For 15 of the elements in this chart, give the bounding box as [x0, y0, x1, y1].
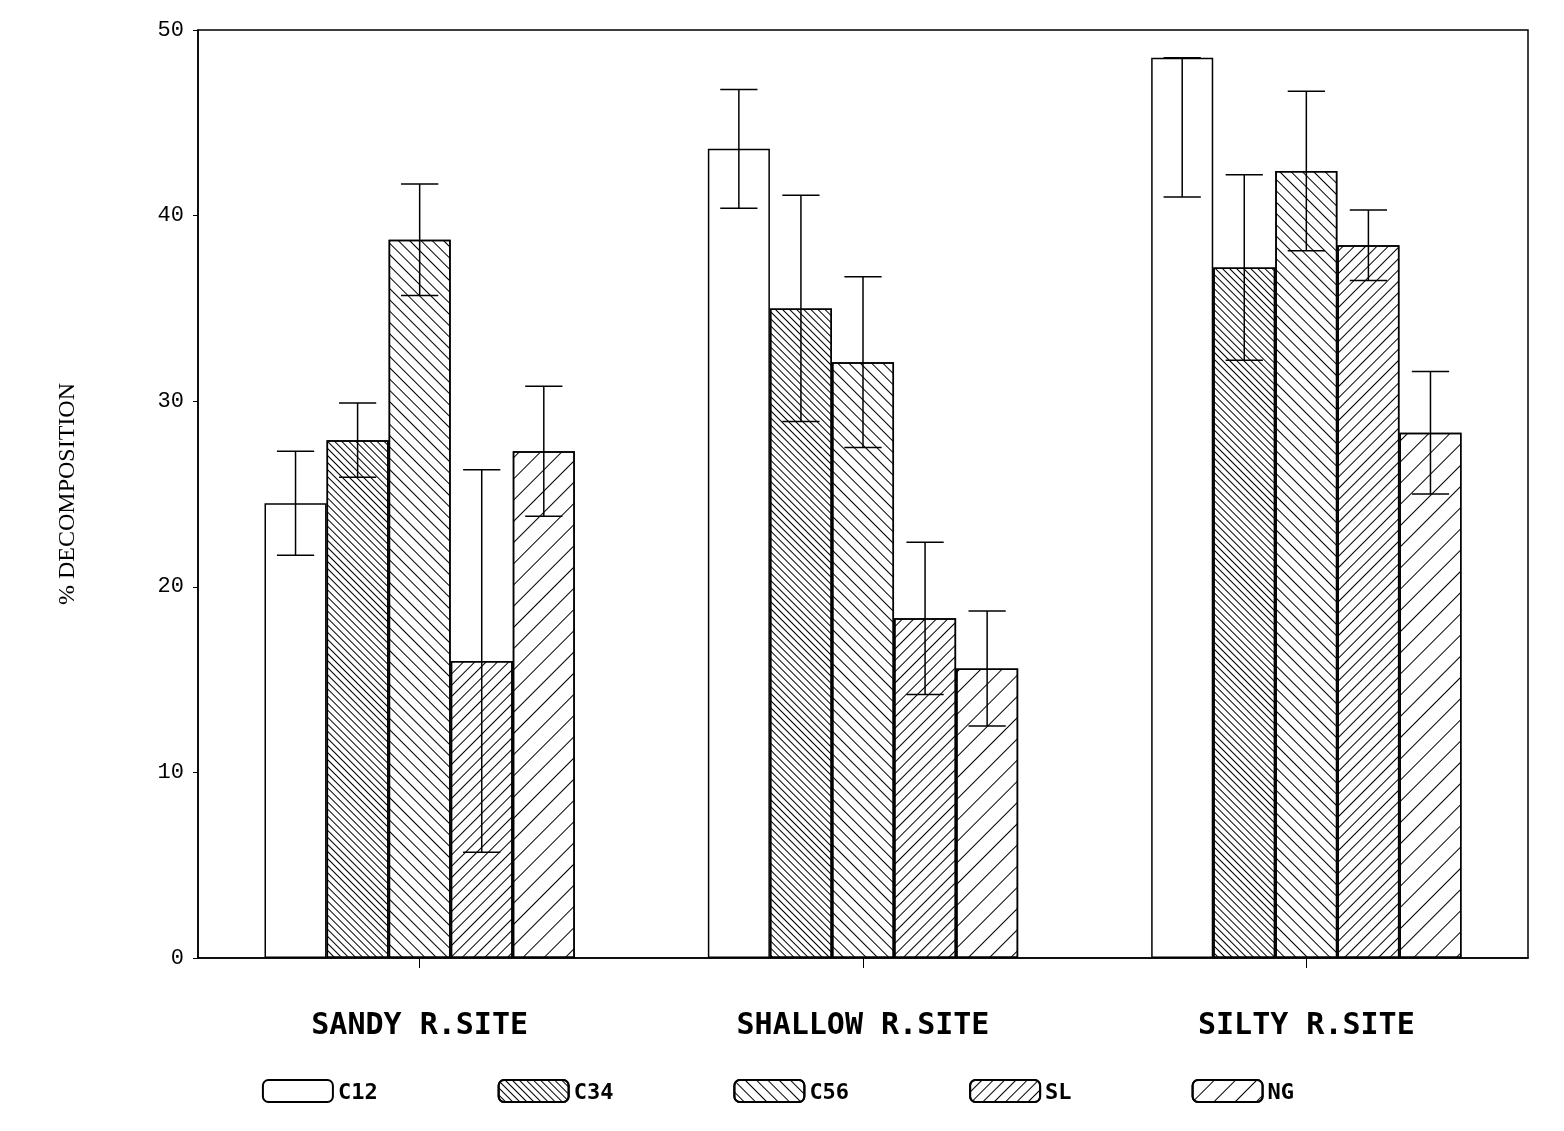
x-tick-label: SANDY R.SITE [311, 1005, 529, 1041]
legend-label: C12 [337, 1078, 378, 1104]
legend-label: C34 [573, 1078, 614, 1104]
y-tick-label: 20 [157, 574, 184, 600]
y-tick-label: 0 [170, 945, 184, 971]
y-tick-label: 50 [157, 17, 184, 43]
y-tick-label: 10 [157, 759, 184, 785]
y-axis-title: % DECOMPOSITION [53, 383, 79, 605]
x-tick-label: SHALLOW R.SITE [736, 1005, 990, 1041]
legend-label: C56 [809, 1078, 850, 1104]
legend-label: NG [1267, 1078, 1295, 1104]
legend-label: SL [1045, 1078, 1072, 1104]
y-tick-label: 40 [157, 203, 184, 229]
x-tick-label: SILTY R.SITE [1197, 1005, 1415, 1041]
y-tick-label: 30 [157, 388, 184, 414]
